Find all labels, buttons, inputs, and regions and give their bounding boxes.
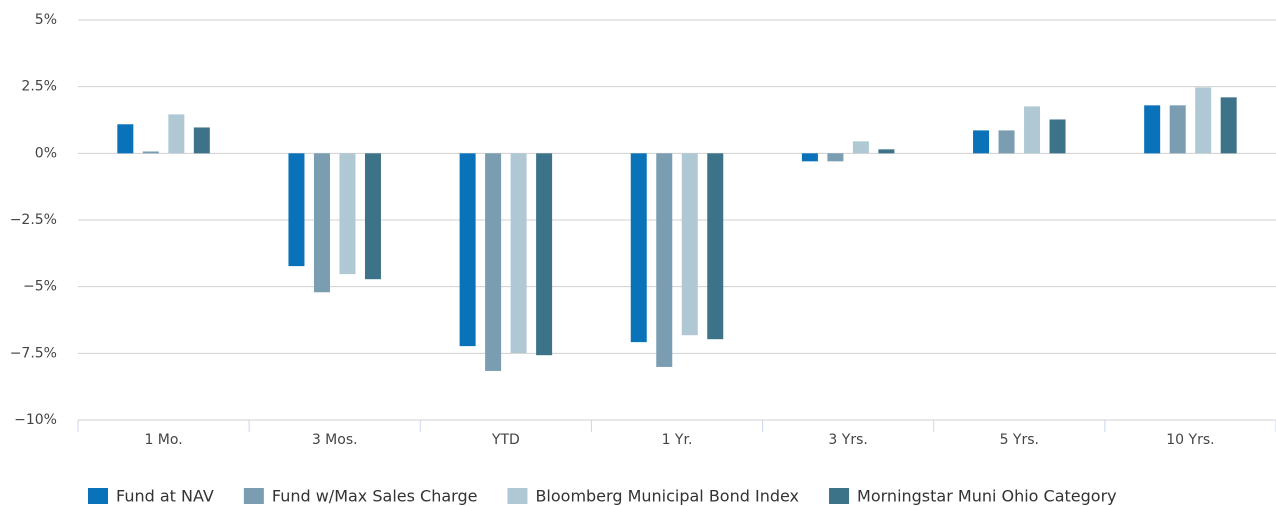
y-tick-label: −10%: [14, 412, 57, 428]
legend-label: Morningstar Muni Ohio Category: [857, 487, 1117, 506]
y-tick-label: −2.5%: [10, 212, 57, 228]
bar: [536, 153, 553, 356]
bar: [510, 153, 527, 354]
x-tick-label: 1 Mo.: [144, 432, 182, 448]
y-tick-label: −7.5%: [10, 345, 57, 361]
bar: [193, 127, 210, 154]
legend-swatch: [829, 488, 850, 504]
y-tick-label: −5%: [23, 279, 57, 295]
bar: [852, 141, 869, 154]
bar: [681, 153, 698, 336]
bar: [827, 153, 844, 162]
bar: [973, 130, 990, 154]
bar: [485, 153, 502, 371]
x-tick-label: 3 Mos.: [312, 432, 358, 448]
legend-swatch: [88, 488, 108, 504]
bar: [707, 153, 724, 340]
x-tick-label: 5 Yrs.: [1000, 432, 1039, 448]
legend-swatch: [507, 488, 528, 504]
legend-label: Fund at NAV: [116, 487, 214, 506]
x-tick-label: YTD: [491, 432, 520, 448]
y-tick-label: 2.5%: [21, 79, 57, 95]
bar: [656, 153, 673, 367]
bar: [1195, 87, 1212, 154]
bar: [459, 153, 476, 347]
legend-label: Bloomberg Municipal Bond Index: [535, 487, 799, 506]
bar: [1220, 97, 1237, 154]
bar: [1049, 119, 1066, 154]
x-tick-label: 3 Yrs.: [828, 432, 867, 448]
bar: [168, 114, 185, 154]
bar: [313, 153, 330, 293]
x-tick-label: 10 Yrs.: [1166, 432, 1214, 448]
bar: [878, 149, 895, 154]
bar: [1144, 105, 1161, 154]
bar: [630, 153, 647, 343]
x-tick-label: 1 Yr.: [662, 432, 693, 448]
bar: [801, 153, 818, 162]
legend-swatch: [243, 488, 264, 504]
bar: [364, 153, 381, 280]
y-tick-label: 0%: [35, 145, 57, 161]
bar: [1024, 106, 1041, 154]
bar: [117, 124, 134, 154]
bar: [998, 130, 1015, 154]
y-tick-label: 5%: [35, 12, 57, 28]
bar: [1169, 105, 1186, 154]
legend-label: Fund w/Max Sales Charge: [272, 487, 478, 506]
bar: [142, 151, 159, 154]
bar: [339, 153, 356, 275]
bar: [288, 153, 305, 267]
